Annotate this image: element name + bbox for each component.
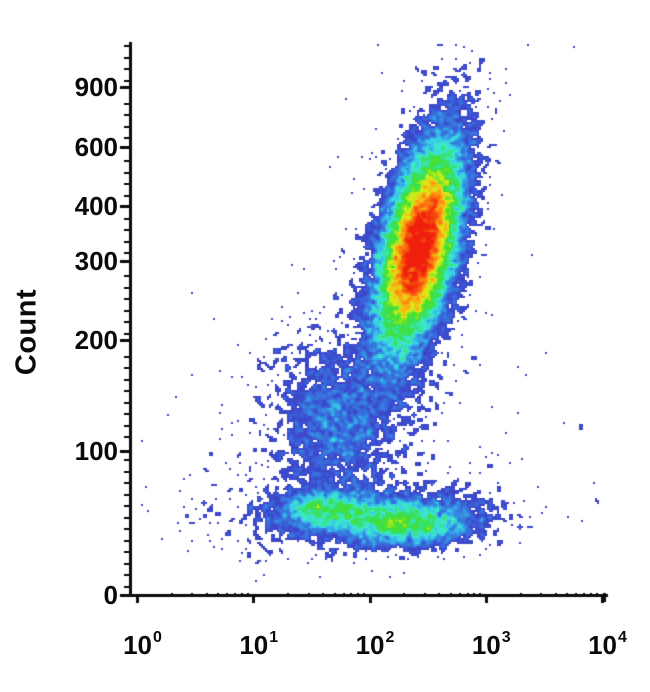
x-tick-label: 102 xyxy=(355,629,395,660)
x-tick-label: 104 xyxy=(588,629,627,660)
x-tick-label: 103 xyxy=(471,629,511,660)
x-tick-label: 100 xyxy=(123,629,162,660)
y-tick-label: 900 xyxy=(74,72,118,102)
y-tick-label: 300 xyxy=(74,246,118,276)
y-tick-label: 400 xyxy=(74,191,118,221)
y-tick-label: 200 xyxy=(74,325,118,355)
y-axis-title: Count xyxy=(10,288,43,376)
y-tick-label: 600 xyxy=(74,132,118,162)
y-tick-label: 0 xyxy=(103,580,118,610)
y-tick-label: 100 xyxy=(74,436,118,466)
x-tick-label: 101 xyxy=(239,629,279,660)
